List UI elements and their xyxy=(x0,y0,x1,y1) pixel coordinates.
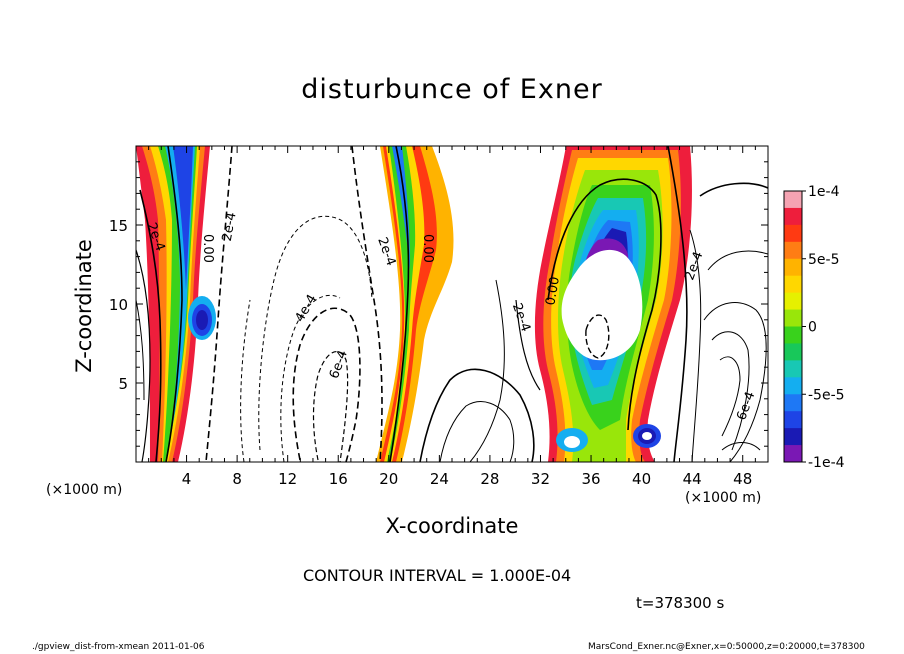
colorbar-swatch xyxy=(784,207,802,226)
z-unit-label: (×1000 m) xyxy=(46,482,123,498)
colorbar-tick-label: -1e-4 xyxy=(808,455,845,471)
x-tick-label: 28 xyxy=(480,470,499,488)
colorbar-swatch xyxy=(784,377,802,395)
colorbar-swatch xyxy=(784,394,802,412)
contour-label: 2e-4 xyxy=(509,301,533,334)
x-tick-label: 24 xyxy=(430,470,449,488)
colorbar-swatch xyxy=(784,292,802,311)
x-tick-label: 40 xyxy=(632,470,651,488)
x-tick-label: 48 xyxy=(733,470,752,488)
footer-script-info: ./gpview_dist-from-xmean 2011-01-06 xyxy=(32,642,205,652)
colorbar: 1e-4 5e-5 0 -5e-5 -1e-4 xyxy=(783,184,845,471)
y-axis-ticks: 5 10 15 xyxy=(109,161,768,447)
colorbar-swatch xyxy=(784,309,802,327)
colorbar-swatch xyxy=(784,428,802,446)
x-tick-label: 32 xyxy=(531,470,550,488)
colorbar-swatch xyxy=(784,360,802,378)
contour-label: 0.00 xyxy=(200,234,215,263)
x-tick-label: 36 xyxy=(581,470,600,488)
time-label: t=378300 s xyxy=(636,594,725,612)
contour-label: 4e-4 xyxy=(292,292,320,325)
x-tick-label: 20 xyxy=(379,470,398,488)
x-tick-label: 44 xyxy=(683,470,702,488)
x-tick-label: 4 xyxy=(182,470,192,488)
contour-label: 0.00 xyxy=(420,234,435,263)
colorbar-swatch xyxy=(784,411,802,429)
x-tick-label: 16 xyxy=(329,470,348,488)
colorbar-swatch xyxy=(784,275,802,294)
contour-interval-note: CONTOUR INTERVAL = 1.000E-04 xyxy=(303,566,572,585)
colorbar-swatch xyxy=(784,241,802,260)
colorbar-tick-label: -5e-5 xyxy=(808,387,845,403)
y-tick-label: 10 xyxy=(109,296,128,314)
footer-file-info: MarsCond_Exner.nc@Exner,x=0:50000,z=0:20… xyxy=(588,642,865,652)
contour-label: 0.00 xyxy=(543,276,563,307)
colorbar-swatch xyxy=(784,445,802,463)
colorbar-tick-label: 5e-5 xyxy=(808,252,839,268)
x-axis-label: X-coordinate xyxy=(385,514,519,538)
chart-title: disturbunce of Exner xyxy=(301,74,603,105)
y-tick-label: 15 xyxy=(109,217,128,235)
colorbar-tick-label: 1e-4 xyxy=(808,184,840,200)
colorbar-tick-label: 0 xyxy=(808,320,817,336)
x-axis-ticks: 4 8 12 16 20 24 28 32 36 40 44 48 xyxy=(148,146,756,488)
x-tick-label: 12 xyxy=(278,470,297,488)
colorbar-swatch xyxy=(784,224,802,243)
colorbar-swatch xyxy=(784,343,802,361)
shaded-field xyxy=(136,146,692,462)
x-unit-label: (×1000 m) xyxy=(685,490,762,506)
contour-label: 2e-4 xyxy=(220,211,240,242)
contour-lines xyxy=(136,146,768,462)
y-tick-label: 5 xyxy=(118,375,128,393)
colorbar-swatch xyxy=(784,258,802,277)
x-tick-label: 8 xyxy=(232,470,242,488)
colorbar-swatch xyxy=(784,326,802,344)
colorbar-swatch xyxy=(784,191,802,209)
